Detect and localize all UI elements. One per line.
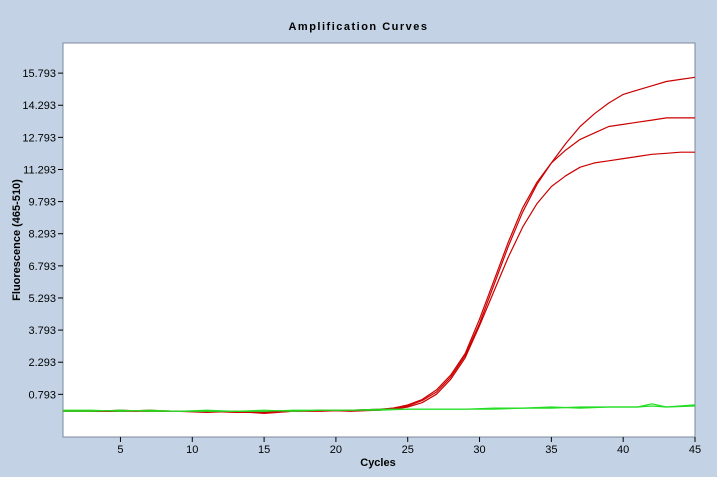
x-tick-label: 10 [186, 444, 198, 456]
x-tick-label: 30 [473, 444, 485, 456]
y-tick-label: 9.793 [28, 197, 56, 209]
y-tick-label: 11.293 [23, 164, 56, 176]
x-tick-label: 5 [117, 444, 123, 456]
y-tick-label: 5.293 [28, 293, 56, 305]
x-axis-label: Cycles [360, 457, 395, 469]
x-tick-label: 35 [545, 444, 557, 456]
x-axis: 5 10 15 20 25 30 35 40 45 [117, 437, 701, 456]
y-axis-label: Fluorescence (465-510) [11, 179, 23, 301]
plot-area [62, 42, 696, 438]
y-tick-label: 2.293 [28, 357, 56, 369]
series-layer [63, 76, 696, 414]
y-tick-label: 3.793 [28, 325, 56, 337]
x-tick-label: 20 [330, 444, 342, 456]
y-tick-label: 6.793 [28, 261, 56, 273]
y-tick-label: 15.793 [22, 68, 56, 80]
series-line-5 [63, 403, 696, 412]
y-tick-label: 8.293 [28, 229, 56, 241]
x-tick-label: 40 [617, 444, 629, 456]
y-tick-label: 0.793 [28, 389, 56, 401]
y-tick-label: 14.293 [22, 100, 56, 112]
x-tick-label: 25 [402, 444, 414, 456]
x-tick-label: 15 [258, 444, 270, 456]
y-axis: 0.793 2.293 3.793 5.293 6.793 8.293 9.793 11.29… [22, 68, 63, 401]
chart-title: Amplification Curves [288, 21, 429, 33]
y-tick-label: 12.793 [22, 132, 56, 144]
x-tick-label: 45 [689, 444, 701, 456]
